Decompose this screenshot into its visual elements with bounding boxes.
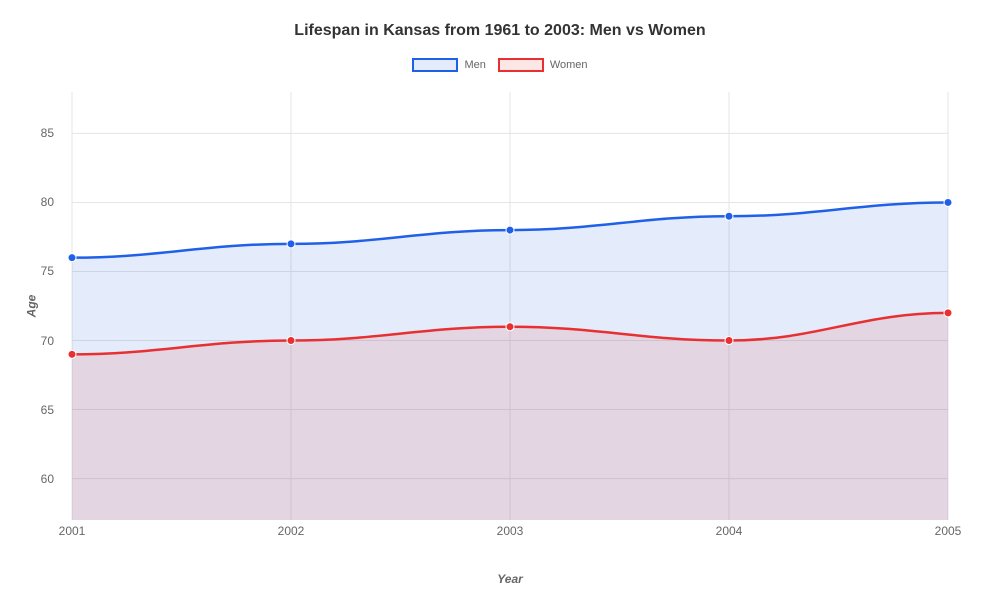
legend-item-women: Women (498, 58, 588, 72)
chart-title: Lifespan in Kansas from 1961 to 2003: Me… (0, 0, 1000, 40)
plot-svg (72, 92, 948, 520)
x-tick-label: 2005 (935, 524, 962, 538)
legend-label-men: Men (464, 59, 485, 71)
y-tick-label: 75 (14, 264, 54, 278)
legend-label-women: Women (550, 59, 588, 71)
legend-swatch-women (498, 58, 544, 72)
y-tick-label: 70 (14, 334, 54, 348)
y-tick-label: 65 (14, 403, 54, 417)
x-tick-label: 2001 (59, 524, 86, 538)
legend-item-men: Men (412, 58, 485, 72)
plot-area: 20012002200320042005 606570758085 Year A… (72, 92, 948, 520)
y-tick-label: 85 (14, 126, 54, 140)
x-axis-label: Year (497, 572, 523, 586)
chart-container: Lifespan in Kansas from 1961 to 2003: Me… (0, 0, 1000, 600)
y-tick-label: 60 (14, 472, 54, 486)
legend-swatch-men (412, 58, 458, 72)
x-tick-label: 2004 (716, 524, 743, 538)
legend: Men Women (0, 58, 1000, 72)
y-tick-label: 80 (14, 195, 54, 209)
x-tick-label: 2003 (497, 524, 524, 538)
y-axis-label: Age (24, 295, 38, 318)
x-tick-label: 2002 (278, 524, 305, 538)
